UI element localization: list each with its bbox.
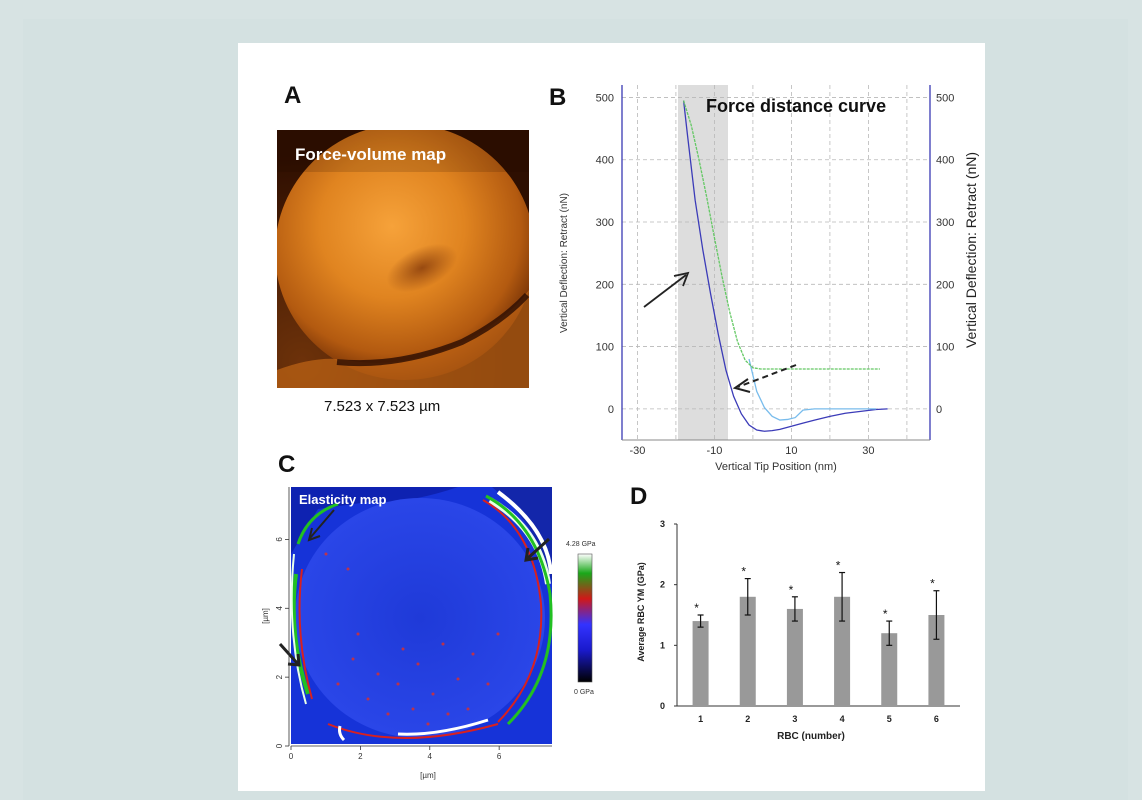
panel-d-label: D [630,483,647,511]
x-tick-label: -30 [629,445,645,457]
ym-xlabel: RBC (number) [777,731,845,742]
y-tick-label-left: 500 [596,92,614,104]
bar-rbc-1 [693,621,709,706]
contact-region-shade [678,85,728,440]
elasticity-map-xlabel: [µm] [420,771,436,780]
x-tick-label: 30 [862,445,874,457]
x-tick-label: -10 [706,445,722,457]
ym-ylabel: Average RBC YM (GPa) [636,562,646,662]
curve-series-2 [749,359,876,420]
figure-canvas: A Force-volume map 7.523 x 7. [0,0,1142,800]
y-tick-label-right: 0 [936,404,942,416]
c-x-tick-label: 0 [289,752,294,761]
elasticity-map-figure: Elasticity map 0 2 4 6 0 2 4 6 [µm] [µm] 4.28 G… [258,484,598,784]
d-y-tick-label: 1 [660,640,665,650]
significance-mark: * [789,583,794,597]
significance-mark: * [883,607,888,621]
d-x-tick-label: 3 [792,714,797,724]
bar-rbc-3 [787,609,803,706]
y-tick-label-right: 100 [936,342,954,354]
d-x-tick-label: 2 [745,714,750,724]
y-tick-label-left: 300 [596,217,614,229]
d-x-tick-label: 1 [698,714,703,724]
y-tick-label-right: 500 [936,92,954,104]
force-distance-ylabel-right: Vertical Deflection: Retract (nN) [963,152,979,348]
d-x-tick-label: 4 [840,714,845,724]
c-y-tick-label: 0 [275,743,284,748]
force-volume-map-title: Force-volume map [295,145,446,164]
c-y-tick-label: 6 [275,537,284,542]
force-volume-map-scale: 7.523 x 7.523 µm [324,398,440,415]
significance-mark: * [741,565,746,579]
y-tick-label-left: 200 [596,279,614,291]
y-tick-label-right: 300 [936,217,954,229]
colorbar-max-label: 4.28 GPa [566,541,596,548]
y-tick-label-left: 100 [596,342,614,354]
d-y-tick-label: 3 [660,519,665,529]
c-x-tick-label: 2 [358,752,363,761]
elasticity-map-ylabel: [µm] [261,608,270,624]
c-x-tick-label: 6 [497,752,502,761]
force-volume-map-image: Force-volume map [277,130,529,388]
x-tick-label: 10 [785,445,797,457]
c-y-tick-label: 4 [275,606,284,611]
significance-mark: * [930,577,935,591]
force-distance-grid-overlay [622,85,930,440]
c-y-tick-label: 2 [275,674,284,679]
force-distance-xlabel: Vertical Tip Position (nm) [715,461,837,473]
significance-mark: * [694,601,699,615]
y-tick-label-right: 400 [936,155,954,167]
elasticity-map-title: Elasticity map [299,492,386,507]
d-x-tick-label: 6 [934,714,939,724]
y-tick-label-left: 0 [608,404,614,416]
d-x-tick-label: 5 [887,714,892,724]
colorbar [578,554,592,682]
d-y-tick-label: 0 [660,701,665,711]
ym-bar-chart: * * * * * * 0 1 2 3 1 2 3 4 5 6 RBC (number) Average R… [630,512,970,747]
panel-a-label: A [284,82,301,110]
d-y-tick-label: 2 [660,580,665,590]
c-x-tick-label: 4 [428,752,433,761]
force-distance-title: Force distance curve [706,96,886,116]
y-tick-label-left: 400 [596,155,614,167]
significance-mark: * [836,559,841,573]
colorbar-min-label: 0 GPa [574,689,594,696]
force-distance-ylabel-left: Vertical Deflection: Retract (nN) [559,193,570,333]
panel-c-label: C [278,451,295,479]
y-tick-label-right: 200 [936,279,954,291]
